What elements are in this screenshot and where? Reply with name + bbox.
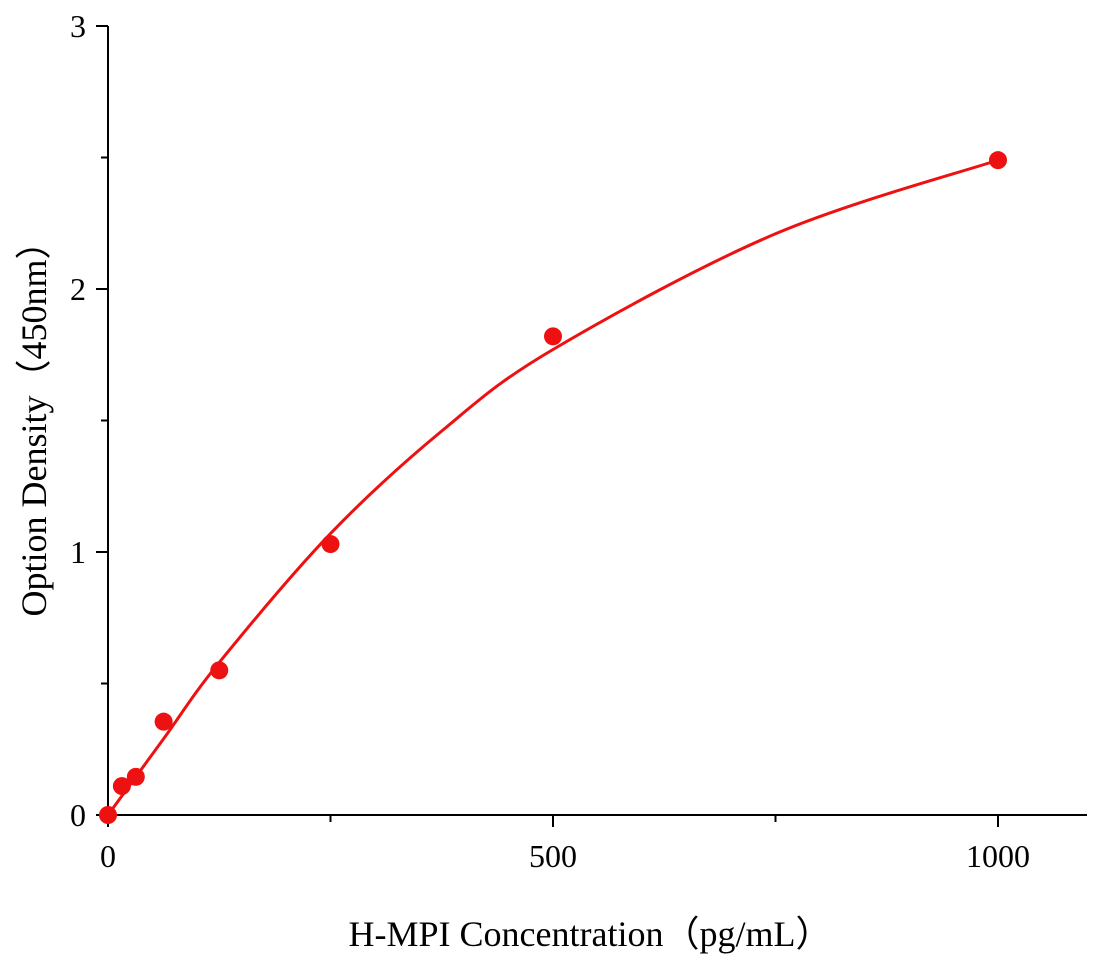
data-point (126, 767, 145, 786)
fit-curve (106, 158, 999, 816)
x-tick-label: 500 (529, 838, 577, 874)
data-point (210, 661, 229, 680)
data-points (99, 151, 1007, 824)
y-tick-label: 2 (70, 271, 86, 307)
x-tick-label: 1000 (966, 838, 1030, 874)
data-point (99, 806, 117, 824)
data-point (544, 327, 562, 346)
data-point (154, 712, 173, 731)
data-point (112, 777, 131, 796)
axes: 0 500 1000 0 1 2 3 (70, 8, 1087, 874)
y-axis-label: Option Density（450nm） (14, 224, 54, 617)
y-tick-label: 0 (70, 797, 86, 833)
y-tick-label: 1 (70, 534, 86, 570)
y-tick-label: 3 (70, 8, 86, 44)
data-point (989, 151, 1007, 170)
x-axis-label: H-MPI Concentration（pg/mL） (349, 914, 832, 954)
data-point (321, 535, 340, 554)
x-tick-label: 0 (100, 838, 116, 874)
